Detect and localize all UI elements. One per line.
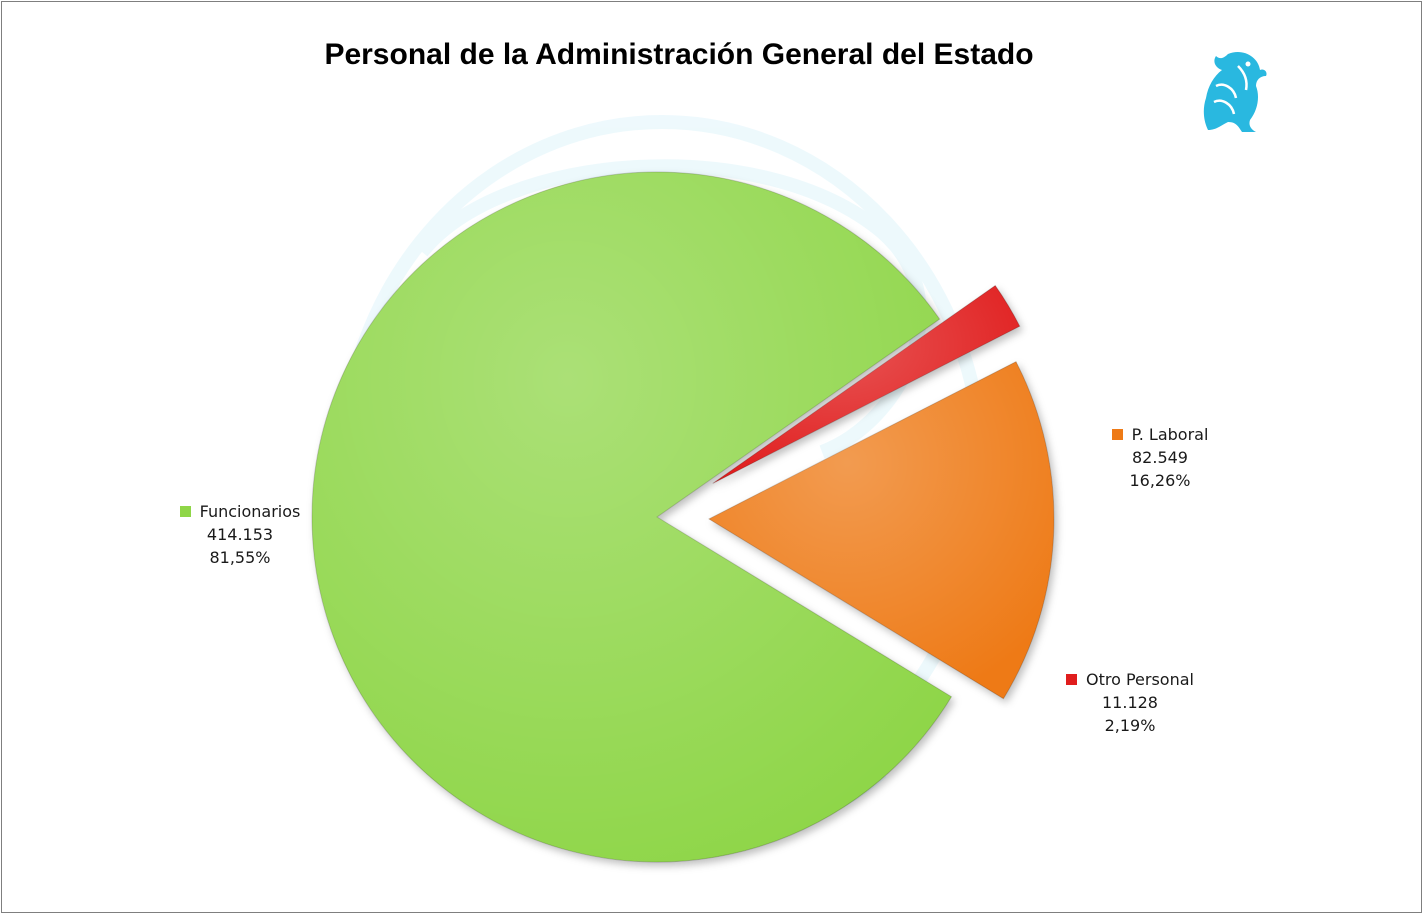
pie-slice-funcionarios — [311, 171, 953, 863]
pie-slice-p-laboral — [707, 361, 1055, 700]
slice-label-funcionarios: Funcionarios 414.153 81,55% — [172, 500, 308, 569]
pie-slice-otro-personal — [712, 284, 1021, 484]
slice-name-otro-personal: Otro Personal — [1086, 670, 1194, 689]
legend-swatch-p-laboral — [1111, 429, 1123, 440]
legend-swatch-otro-personal — [1066, 674, 1077, 685]
slice-percent-otro-personal: 2,19% — [1104, 716, 1156, 735]
legend-swatch-funcionarios — [179, 506, 191, 517]
griffin-emblem-icon — [1203, 51, 1267, 132]
slice-value-p-laboral: 82.549 — [1132, 448, 1188, 467]
slice-percent-funcionarios: 81,55% — [209, 548, 271, 567]
slice-value-otro-personal: 11.128 — [1102, 693, 1158, 712]
slice-label-otro-personal: Otro Personal 11.128 2,19% — [1056, 668, 1204, 737]
slice-name-p-laboral: P. Laboral — [1131, 425, 1209, 444]
chart-title: Personal de la Administración General de… — [324, 38, 1034, 71]
slice-name-funcionarios: Funcionarios — [199, 502, 301, 521]
slice-value-funcionarios: 414.153 — [206, 525, 274, 544]
slice-percent-p-laboral: 16,26% — [1129, 471, 1191, 490]
slice-label-p-laboral: P. Laboral 82.549 16,26% — [1100, 423, 1220, 492]
